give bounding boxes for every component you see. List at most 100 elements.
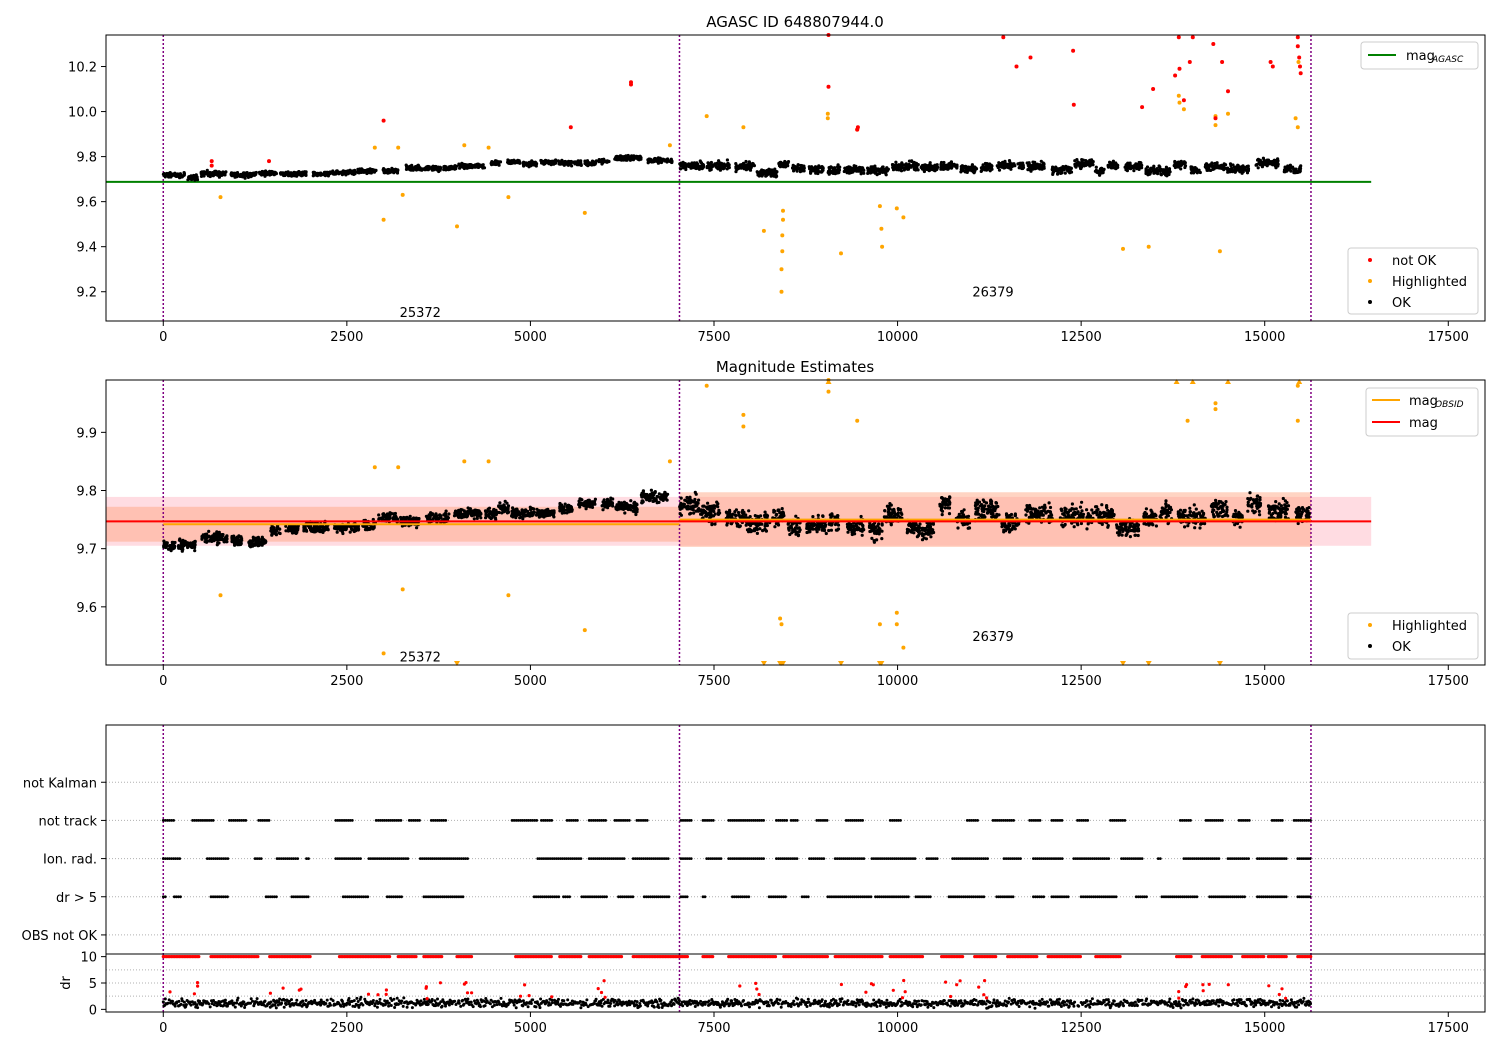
data-point xyxy=(200,170,204,174)
data-point xyxy=(894,160,898,164)
data-point xyxy=(1206,165,1210,169)
data-point xyxy=(774,512,779,516)
data-point xyxy=(359,170,363,174)
data-point xyxy=(1296,60,1301,64)
data-point xyxy=(586,164,590,168)
data-point xyxy=(623,511,627,515)
data-point xyxy=(691,500,695,504)
data-point xyxy=(734,165,738,169)
data-point xyxy=(563,502,567,506)
data-point xyxy=(407,516,411,521)
data-point xyxy=(274,171,278,175)
data-point xyxy=(979,169,983,173)
data-point xyxy=(657,500,661,504)
data-point xyxy=(382,167,386,171)
data-point xyxy=(510,514,514,518)
data-point xyxy=(717,166,721,170)
data-point xyxy=(1027,162,1031,166)
data-point xyxy=(619,155,624,159)
data-point xyxy=(236,543,240,547)
legend-marker xyxy=(1368,258,1372,262)
data-point xyxy=(569,504,573,509)
data-point xyxy=(444,509,448,513)
data-point xyxy=(773,525,777,529)
data-point xyxy=(444,168,448,172)
data-point xyxy=(690,507,694,511)
data-point xyxy=(895,168,899,172)
data-point xyxy=(684,167,688,172)
data-point xyxy=(323,170,328,174)
data-point xyxy=(177,538,182,542)
data-point xyxy=(715,500,719,504)
data-point xyxy=(514,516,518,520)
data-point xyxy=(531,513,535,517)
data-point xyxy=(427,165,431,169)
data-point xyxy=(296,171,300,175)
data-point xyxy=(1035,162,1039,167)
data-point xyxy=(195,176,199,180)
data-point xyxy=(1211,165,1215,169)
data-point xyxy=(820,165,824,169)
data-point xyxy=(661,496,665,500)
data-point xyxy=(569,159,573,164)
data-point xyxy=(1276,157,1280,161)
data-point xyxy=(1038,164,1042,168)
data-point xyxy=(335,169,339,173)
data-point xyxy=(187,175,191,179)
data-point xyxy=(209,159,214,164)
data-point xyxy=(520,508,525,513)
data-point xyxy=(697,167,702,171)
data-point xyxy=(347,170,351,174)
data-point xyxy=(586,504,590,508)
data-point xyxy=(939,162,943,166)
data-point xyxy=(644,492,648,497)
data-point xyxy=(1138,164,1142,169)
chart-title: AGASC ID 648807944.0 xyxy=(706,13,884,31)
data-point xyxy=(179,544,184,548)
data-point xyxy=(1071,102,1076,107)
data-point xyxy=(1256,166,1260,170)
data-point xyxy=(455,224,459,229)
data-point xyxy=(1189,167,1193,171)
data-point xyxy=(664,492,668,496)
data-point xyxy=(1067,169,1071,173)
data-point xyxy=(492,508,496,512)
data-point xyxy=(341,171,345,175)
data-point xyxy=(1246,164,1250,168)
data-point xyxy=(220,173,224,177)
y-tick-label: 9.6 xyxy=(76,196,97,211)
data-point xyxy=(777,161,781,165)
data-point xyxy=(231,172,235,176)
data-point xyxy=(472,517,476,521)
data-point xyxy=(651,499,655,503)
data-point xyxy=(832,168,836,172)
data-point xyxy=(586,499,591,503)
data-point xyxy=(646,161,650,165)
data-point xyxy=(553,159,557,163)
data-point xyxy=(754,522,758,527)
data-point xyxy=(667,143,672,148)
data-point xyxy=(885,169,889,173)
data-point xyxy=(1174,161,1178,165)
data-point xyxy=(658,158,663,162)
data-point xyxy=(415,526,419,530)
data-point xyxy=(1295,125,1300,130)
legend-label: Highlighted xyxy=(1392,275,1467,290)
data-point xyxy=(490,161,494,165)
data-point xyxy=(845,168,849,173)
data-point xyxy=(186,544,190,548)
data-point xyxy=(341,528,345,532)
data-point xyxy=(1006,163,1010,167)
data-point xyxy=(353,528,357,532)
data-point xyxy=(618,504,622,508)
data-point xyxy=(716,512,721,517)
data-point xyxy=(442,165,446,169)
data-point xyxy=(475,510,479,514)
data-point xyxy=(631,509,635,513)
data-point xyxy=(223,171,227,175)
data-point xyxy=(583,504,587,508)
data-point xyxy=(567,510,572,514)
data-point xyxy=(736,510,741,515)
data-point xyxy=(313,530,317,534)
